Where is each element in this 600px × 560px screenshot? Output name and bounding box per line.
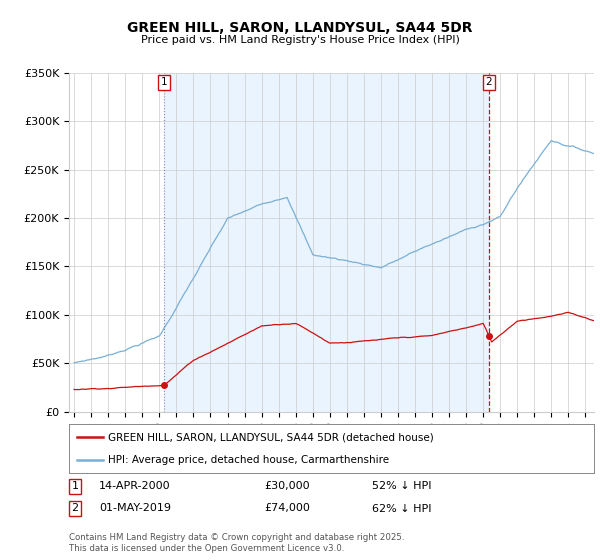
Text: 2: 2 <box>485 77 492 87</box>
Text: 01-MAY-2019: 01-MAY-2019 <box>99 503 171 514</box>
Text: Contains HM Land Registry data © Crown copyright and database right 2025.
This d: Contains HM Land Registry data © Crown c… <box>69 533 404 553</box>
Bar <box>164 73 489 412</box>
Text: 2: 2 <box>71 503 79 514</box>
Text: GREEN HILL, SARON, LLANDYSUL, SA44 5DR (detached house): GREEN HILL, SARON, LLANDYSUL, SA44 5DR (… <box>109 432 434 442</box>
Text: £30,000: £30,000 <box>264 481 310 491</box>
Text: 1: 1 <box>71 481 79 491</box>
Text: GREEN HILL, SARON, LLANDYSUL, SA44 5DR: GREEN HILL, SARON, LLANDYSUL, SA44 5DR <box>127 21 473 35</box>
Text: 1: 1 <box>161 77 167 87</box>
Text: Price paid vs. HM Land Registry's House Price Index (HPI): Price paid vs. HM Land Registry's House … <box>140 35 460 45</box>
Text: £74,000: £74,000 <box>264 503 310 514</box>
Text: 52% ↓ HPI: 52% ↓ HPI <box>372 481 431 491</box>
Text: HPI: Average price, detached house, Carmarthenshire: HPI: Average price, detached house, Carm… <box>109 455 389 465</box>
Text: 14-APR-2000: 14-APR-2000 <box>99 481 170 491</box>
Text: 62% ↓ HPI: 62% ↓ HPI <box>372 503 431 514</box>
